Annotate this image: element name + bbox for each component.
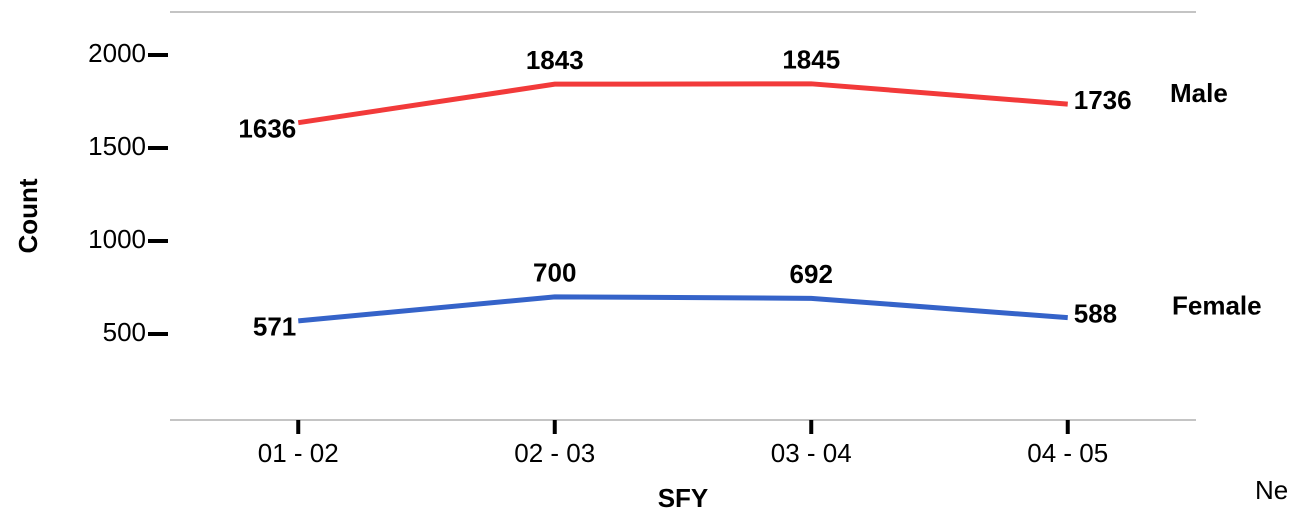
y-tick-label: 500 (103, 317, 146, 347)
data-label: 1843 (526, 45, 584, 75)
annotation: Ne (1255, 475, 1288, 505)
data-label: 588 (1074, 299, 1117, 329)
x-tick-label: 03 - 04 (771, 438, 852, 468)
data-label: 1636 (238, 114, 296, 144)
data-label: 700 (533, 258, 576, 288)
x-tick-label: 04 - 05 (1027, 438, 1108, 468)
y-tick-label: 1000 (88, 224, 146, 254)
series-label: Male (1170, 78, 1228, 108)
x-axis-title: SFY (658, 483, 709, 513)
y-tick-label: 2000 (88, 38, 146, 68)
data-label: 692 (790, 259, 833, 289)
y-tick-label: 1500 (88, 131, 146, 161)
y-axis-title: Count (13, 178, 43, 253)
series-line (298, 294, 1068, 324)
x-tick-label: 02 - 03 (514, 438, 595, 468)
data-label: 1736 (1074, 85, 1132, 115)
x-tick-label: 01 - 02 (258, 438, 339, 468)
series-label: Female (1172, 291, 1262, 321)
series-line (297, 81, 1068, 126)
data-label: 571 (253, 312, 296, 342)
data-label: 1845 (782, 45, 840, 75)
